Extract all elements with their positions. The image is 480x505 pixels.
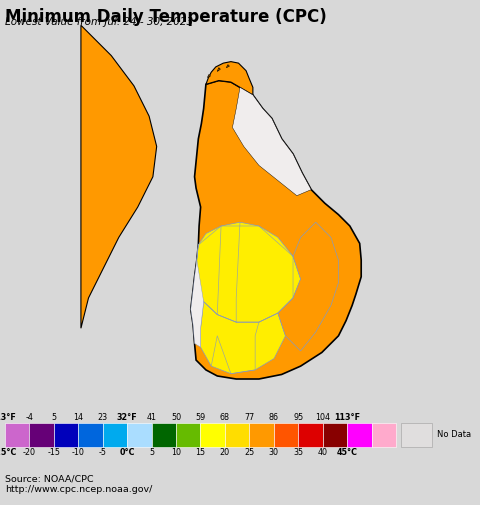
Polygon shape [232, 87, 311, 196]
Polygon shape [201, 302, 286, 374]
Polygon shape [191, 81, 361, 379]
Bar [225, 423, 249, 447]
Text: Minimum Daily Temperature (CPC): Minimum Daily Temperature (CPC) [5, 8, 326, 26]
Text: -20: -20 [23, 448, 36, 457]
Polygon shape [196, 222, 300, 322]
Text: 95: 95 [293, 413, 303, 422]
Bar [249, 423, 274, 447]
Text: 32°F: 32°F [117, 413, 137, 422]
Bar [152, 423, 176, 447]
Text: 30: 30 [269, 448, 279, 457]
Text: 25: 25 [244, 448, 254, 457]
Text: 68: 68 [220, 413, 230, 422]
Polygon shape [81, 25, 156, 328]
Text: 23: 23 [97, 413, 108, 422]
Polygon shape [191, 245, 204, 347]
Text: 41: 41 [146, 413, 156, 422]
Text: -4: -4 [25, 413, 33, 422]
Text: -13°F: -13°F [0, 413, 17, 422]
Text: Lowest Value from Jul. 24 - 30, 2023: Lowest Value from Jul. 24 - 30, 2023 [5, 17, 193, 27]
Text: 20: 20 [220, 448, 230, 457]
Bar [127, 423, 152, 447]
Polygon shape [227, 65, 229, 68]
Bar [401, 423, 432, 447]
Text: 5: 5 [149, 448, 154, 457]
Text: 77: 77 [244, 413, 254, 422]
Text: -10: -10 [72, 448, 84, 457]
Text: 5: 5 [51, 413, 56, 422]
Text: 113°F: 113°F [334, 413, 360, 422]
Text: 45°C: 45°C [336, 448, 358, 457]
Bar [274, 423, 298, 447]
Text: 35: 35 [293, 448, 303, 457]
Text: -25°C: -25°C [0, 448, 17, 457]
Text: 40: 40 [318, 448, 328, 457]
Text: No Data: No Data [437, 430, 471, 439]
Text: 15: 15 [195, 448, 205, 457]
Bar [372, 423, 396, 447]
Bar [347, 423, 372, 447]
Text: 59: 59 [195, 413, 205, 422]
Bar [103, 423, 127, 447]
Polygon shape [217, 68, 220, 72]
Text: 10: 10 [171, 448, 181, 457]
Text: 86: 86 [269, 413, 279, 422]
Bar [29, 423, 54, 447]
Bar [54, 423, 78, 447]
Bar [176, 423, 201, 447]
Bar [5, 423, 29, 447]
Bar [323, 423, 347, 447]
Text: Source: NOAA/CPC
http://www.cpc.ncep.noaa.gov/: Source: NOAA/CPC http://www.cpc.ncep.noa… [5, 475, 152, 494]
Text: 0°C: 0°C [120, 448, 135, 457]
Text: -15: -15 [47, 448, 60, 457]
Bar [78, 423, 103, 447]
Bar [298, 423, 323, 447]
Text: -5: -5 [98, 448, 107, 457]
Polygon shape [206, 62, 253, 95]
Bar [201, 423, 225, 447]
Polygon shape [278, 222, 338, 351]
Text: 14: 14 [73, 413, 83, 422]
Text: 50: 50 [171, 413, 181, 422]
Polygon shape [207, 75, 210, 78]
Text: 104: 104 [315, 413, 330, 422]
